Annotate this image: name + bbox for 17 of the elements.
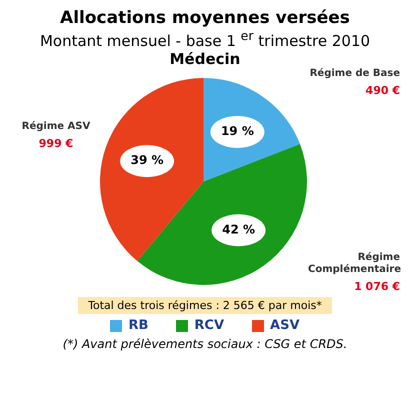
legend-label: RB — [127, 318, 148, 333]
text: 42 % — [222, 222, 255, 236]
text: Médecin — [168, 50, 242, 68]
text: 19 % — [220, 124, 254, 138]
text: Régime ASV — [22, 120, 90, 132]
chart-subtitle: Montant mensuel - base 1 $^{er}$ trimestre 2010 — [38, 28, 372, 50]
chart-title: Allocations moyennes versées — [59, 8, 351, 28]
legend-label: RCV — [193, 318, 224, 333]
text: Régime de Base — [310, 68, 400, 79]
text: Régime Complémentaire — [308, 252, 401, 275]
data-label: 490 € — [364, 84, 400, 97]
data-label: 999 € — [38, 136, 74, 150]
text: 39 % — [130, 153, 164, 168]
text: Total des trois régimes : 2 565 € par mois* — [78, 297, 332, 314]
data-label: 1 076 € — [353, 280, 400, 293]
legend-label: ASV — [269, 318, 300, 333]
text: (*) Avant prélèvements sociaux : CSG et CRDS. — [62, 337, 348, 351]
